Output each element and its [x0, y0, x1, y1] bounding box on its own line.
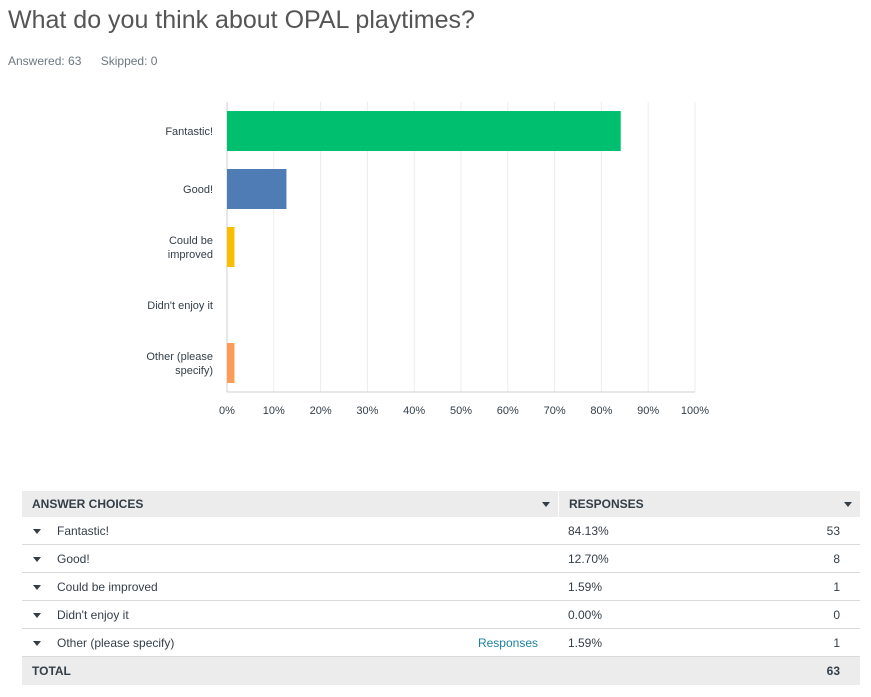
bar[interactable]	[227, 111, 621, 151]
answer-choice-label: Other (please specify)	[57, 636, 175, 650]
answer-choice-label: Didn't enjoy it	[57, 608, 129, 622]
expand-caret-icon[interactable]	[33, 557, 41, 562]
header-divider	[558, 491, 559, 517]
skipped-count: Skipped: 0	[100, 54, 158, 68]
x-tick-label: 20%	[310, 405, 332, 417]
x-tick-label: 90%	[637, 405, 659, 417]
expand-caret-icon[interactable]	[33, 529, 41, 534]
expand-caret-icon[interactable]	[33, 641, 41, 646]
answer-choice-label: Fantastic!	[57, 524, 110, 538]
total-label: TOTAL	[32, 664, 71, 678]
answer-table: ANSWER CHOICES RESPONSES Fantastic! 84.13…	[22, 491, 860, 685]
bar[interactable]	[227, 343, 235, 383]
table-row: Didn't enjoy it 0.00% 0	[22, 601, 860, 629]
table-header: ANSWER CHOICES RESPONSES	[22, 491, 860, 517]
responses-link[interactable]: Responses	[477, 636, 538, 650]
question-title: What do you think about OPAL playtimes?	[8, 6, 475, 34]
response-count: 8	[833, 552, 840, 566]
answer-choices-header-label: ANSWER CHOICES	[32, 497, 144, 511]
x-tick-label: 30%	[356, 405, 378, 417]
response-count: 1	[833, 580, 840, 594]
bar[interactable]	[227, 169, 287, 209]
category-label: Fantastic!	[165, 126, 213, 138]
x-tick-label: 60%	[497, 405, 519, 417]
table-body: Fantastic! 84.13% 53 Good! 12.70% 8 Could be i…	[22, 517, 860, 657]
category-label: Could be	[169, 235, 213, 247]
response-percent: 12.70%	[568, 552, 609, 566]
response-percent: 84.13%	[568, 524, 609, 538]
category-label: Other (please	[146, 351, 213, 363]
answered-count: Answered: 63	[8, 54, 82, 68]
category-label: improved	[168, 249, 213, 261]
response-percent: 1.59%	[568, 636, 603, 650]
response-percent: 1.59%	[568, 580, 603, 594]
answer-choice-label: Good!	[57, 552, 90, 566]
bar[interactable]	[227, 227, 235, 267]
table-row: Other (please specify) Responses 1.59% 1	[22, 629, 860, 657]
table-row: Good! 12.70% 8	[22, 545, 860, 573]
responses-header-label: RESPONSES	[569, 497, 644, 511]
table-row: Fantastic! 84.13% 53	[22, 517, 860, 545]
x-tick-label: 0%	[219, 405, 235, 417]
x-tick-label: 40%	[403, 405, 425, 417]
category-label: specify)	[175, 365, 213, 377]
sort-caret-icon[interactable]	[542, 502, 550, 507]
x-tick-label: 100%	[681, 405, 709, 417]
response-count: 53	[826, 524, 840, 538]
bar-chart: 0% 10% 20% 30% 40% 50% 60% 70% 80% 90% 100% Fantast…	[146, 102, 709, 417]
response-percent: 0.00%	[568, 608, 603, 622]
response-count: 1	[833, 636, 840, 650]
sort-caret-icon[interactable]	[844, 502, 852, 507]
answer-choices-header[interactable]: ANSWER CHOICES	[22, 491, 558, 517]
table-row: Could be improved 1.59% 1	[22, 573, 860, 601]
x-tick-label: 10%	[263, 405, 285, 417]
total-value: 63	[826, 664, 840, 678]
category-label: Didn't enjoy it	[147, 300, 213, 312]
response-meta: Answered: 63 Skipped: 0	[8, 54, 173, 68]
category-label: Good!	[183, 184, 213, 196]
response-count: 0	[833, 608, 840, 622]
responses-header[interactable]: RESPONSES	[559, 491, 860, 517]
x-tick-label: 50%	[450, 405, 472, 417]
answer-choice-label: Could be improved	[57, 580, 158, 594]
expand-caret-icon[interactable]	[33, 613, 41, 618]
x-tick-label: 80%	[590, 405, 612, 417]
x-tick-label: 70%	[544, 405, 566, 417]
total-row: TOTAL 63	[22, 657, 860, 685]
expand-caret-icon[interactable]	[33, 585, 41, 590]
